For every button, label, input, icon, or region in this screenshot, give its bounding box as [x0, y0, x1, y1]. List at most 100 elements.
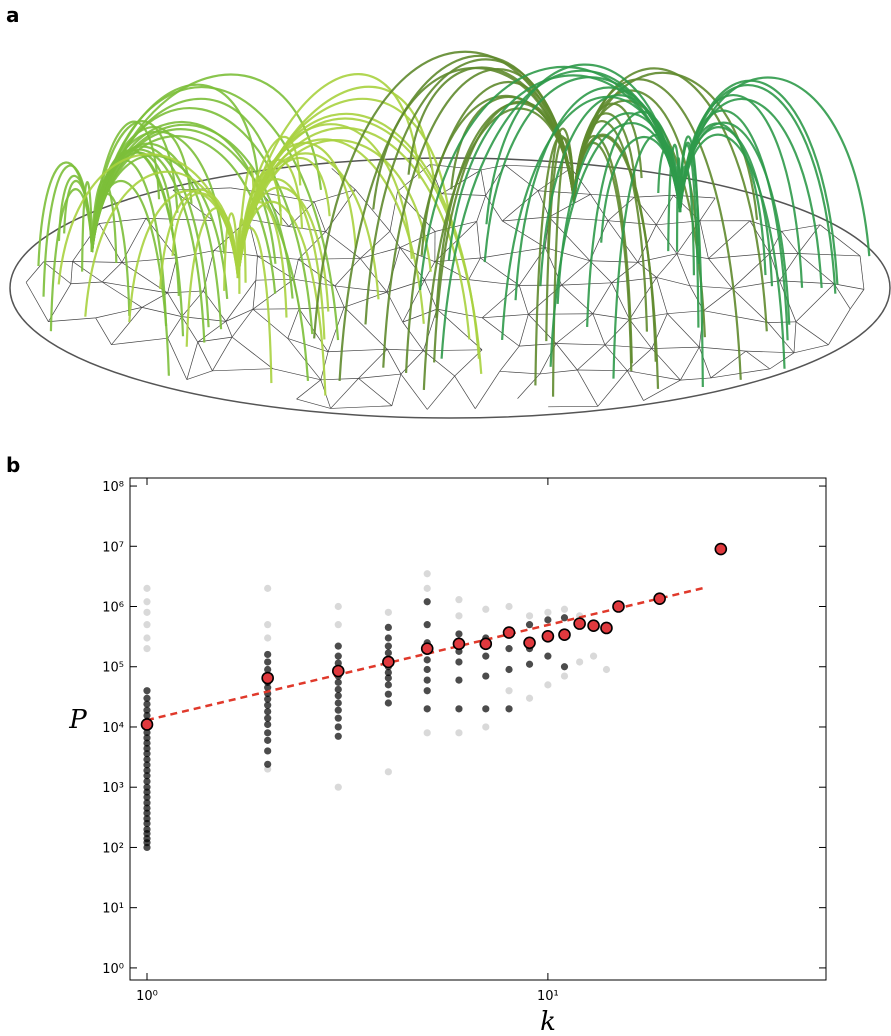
data-point [423, 705, 431, 713]
data-point [505, 665, 513, 674]
mesh-edge [255, 278, 294, 281]
mesh-edge [502, 220, 546, 248]
data-point [334, 692, 342, 700]
mesh-edge [482, 285, 520, 319]
mesh-edge [287, 338, 322, 381]
mesh-edge [779, 280, 835, 285]
mean-point [653, 592, 666, 605]
mesh-edge [330, 378, 359, 409]
mesh-edge [537, 190, 591, 195]
data-point [143, 706, 151, 714]
mesh-edge [141, 307, 182, 317]
data-point [264, 684, 272, 692]
data-point [525, 694, 534, 702]
mesh-edge [293, 259, 299, 280]
mesh-edge [386, 349, 402, 375]
link-arc [678, 126, 774, 287]
data-point [143, 584, 151, 592]
mesh-edge [482, 317, 520, 347]
mesh-edge [186, 341, 199, 380]
mean-point [714, 542, 728, 556]
mesh-edge [70, 281, 103, 285]
mesh-edge [231, 308, 254, 338]
mean-point [612, 600, 625, 613]
data-point [505, 602, 513, 611]
mesh-edge [72, 261, 103, 283]
data-point [264, 665, 272, 674]
link-arc [236, 112, 481, 359]
data-point [143, 700, 151, 708]
mesh-edge [231, 336, 273, 369]
data-point [143, 750, 151, 758]
mesh-edge [699, 220, 709, 259]
mesh-edge [548, 216, 591, 262]
mesh-edge [655, 195, 674, 226]
link-arc [63, 179, 94, 253]
mesh-edge [798, 253, 861, 257]
data-point [334, 783, 342, 791]
mesh-edge [43, 261, 72, 285]
mesh-edge [698, 347, 712, 379]
mesh-edge [699, 197, 716, 222]
mesh-edge [793, 321, 797, 353]
mean-point [331, 664, 345, 678]
data-point [143, 744, 151, 753]
data-point [264, 650, 272, 659]
mesh-edge [334, 285, 388, 293]
data-point [264, 714, 272, 722]
data-point [143, 728, 151, 737]
mesh-edge [480, 169, 486, 196]
plot-frame [129, 477, 827, 981]
link-arc [159, 188, 240, 289]
mesh-edge [225, 308, 254, 322]
mesh-edge [225, 279, 257, 322]
data-point [264, 634, 272, 642]
mesh-edge [655, 224, 678, 254]
mesh-edge [539, 369, 578, 375]
data-point [589, 652, 598, 660]
link-arc [433, 100, 576, 363]
data-point [334, 652, 342, 660]
mesh-edge [849, 289, 865, 310]
mesh-edge [167, 316, 183, 339]
data-point [384, 649, 392, 657]
mesh-edge [389, 191, 398, 232]
x-tick-label: 10⁰ [136, 989, 158, 1004]
y-tick-label: 10¹ [102, 902, 124, 917]
data-point [334, 678, 342, 686]
panel-label: b [6, 453, 20, 477]
mesh-edge [102, 281, 168, 294]
mesh-edge [98, 217, 147, 224]
mesh-edge [828, 308, 851, 345]
x-axis-label: k [540, 1007, 556, 1036]
mesh-edge [608, 220, 657, 226]
link-arc [90, 158, 168, 327]
mesh-edge [518, 314, 529, 347]
data-point [143, 687, 151, 695]
data-point [482, 723, 490, 731]
mesh-edge [793, 344, 829, 354]
mesh-edge [252, 278, 294, 310]
mesh-edge [212, 336, 233, 371]
link-arc [90, 180, 170, 376]
mesh-edge [95, 307, 143, 319]
mesh-edge [167, 338, 188, 380]
mesh-edge [561, 260, 591, 286]
mesh-edge [98, 223, 123, 263]
mesh-edge [111, 337, 168, 346]
mesh-edge [389, 231, 401, 248]
mesh-edge [499, 370, 540, 375]
mean-point [452, 637, 466, 651]
data-point [264, 736, 272, 744]
mesh-edge [680, 377, 711, 381]
data-point [264, 747, 272, 755]
mesh-edge [70, 261, 73, 284]
mesh-edge [402, 308, 438, 323]
mesh-edge [480, 164, 506, 171]
data-point [143, 694, 151, 702]
mesh-edge [101, 281, 143, 308]
mean-point [558, 628, 571, 642]
data-point [334, 685, 342, 694]
data-point [264, 729, 272, 737]
